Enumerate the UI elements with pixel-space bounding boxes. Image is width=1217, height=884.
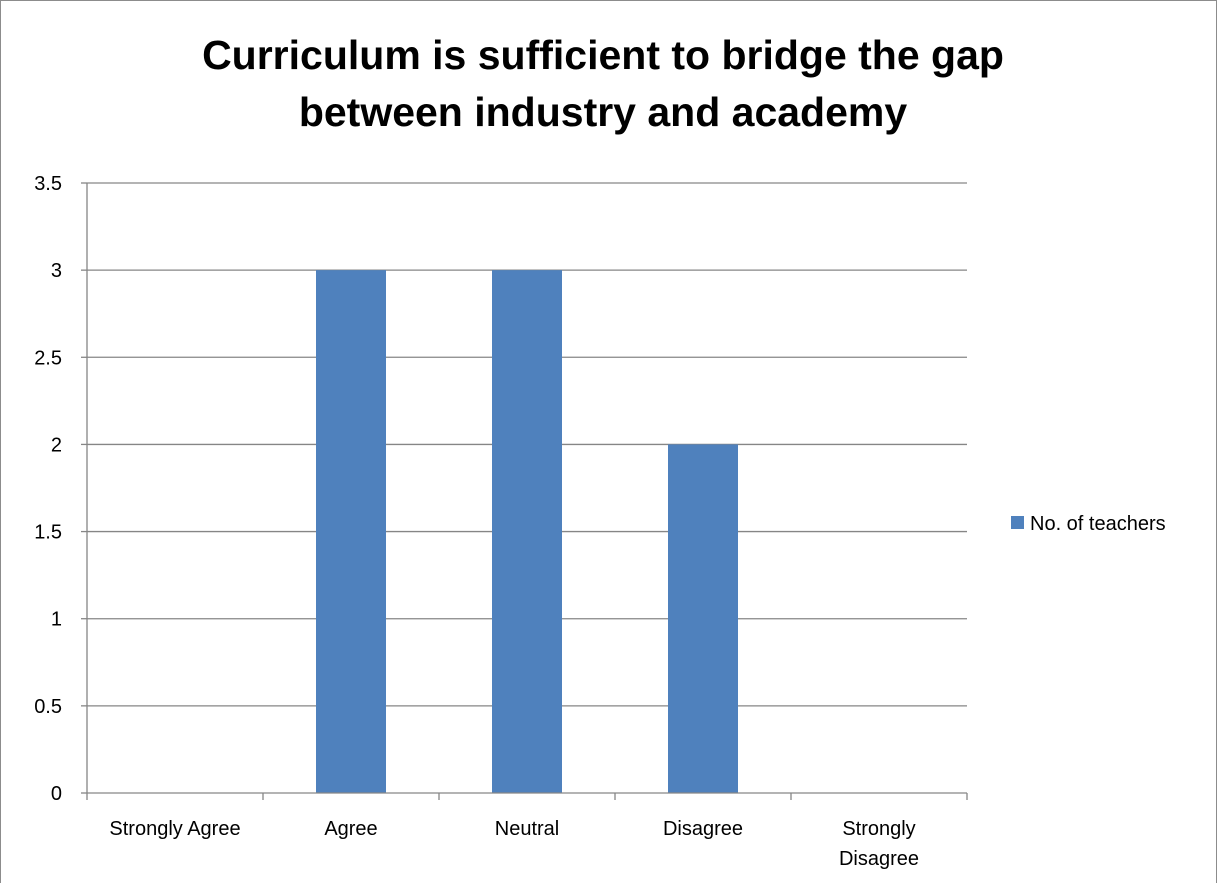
legend: No. of teachers (1011, 513, 1166, 535)
x-tick-label: Disagree (663, 818, 743, 840)
x-tick-label: Neutral (495, 818, 559, 840)
y-tick-label: 0 (51, 783, 62, 805)
x-tick-label: Agree (324, 818, 377, 840)
y-tick-label: 0.5 (34, 696, 62, 718)
y-tick-label: 3 (51, 260, 62, 282)
bar-agree (316, 270, 386, 794)
y-tick-label: 3.5 (34, 173, 62, 195)
bars (316, 270, 738, 794)
y-tick-label: 1 (51, 609, 62, 631)
y-tick-label: 2 (51, 434, 62, 456)
x-tick-label: Strongly (842, 818, 915, 840)
legend-swatch (1011, 516, 1024, 529)
x-tick-label: Strongly Agree (109, 818, 240, 840)
y-tick-labels: 0 0.5 1 1.5 2 2.5 3 3.5 (34, 173, 62, 805)
x-tick-label: Disagree (839, 848, 919, 870)
x-tick-labels: Strongly Agree Agree Neutral Disagree Strong… (109, 818, 919, 870)
y-tick-label: 1.5 (34, 522, 62, 544)
axes (86, 183, 968, 800)
chart-title: Curriculum is sufficient to bridge the g… (202, 32, 1004, 135)
chart-title-line: Curriculum is sufficient to bridge the g… (202, 32, 1004, 78)
bar-neutral (492, 270, 562, 794)
chart-title-line: between industry and academy (299, 89, 908, 135)
bar-disagree (668, 444, 738, 793)
y-tick-label: 2.5 (34, 347, 62, 369)
legend-label: No. of teachers (1030, 513, 1166, 535)
